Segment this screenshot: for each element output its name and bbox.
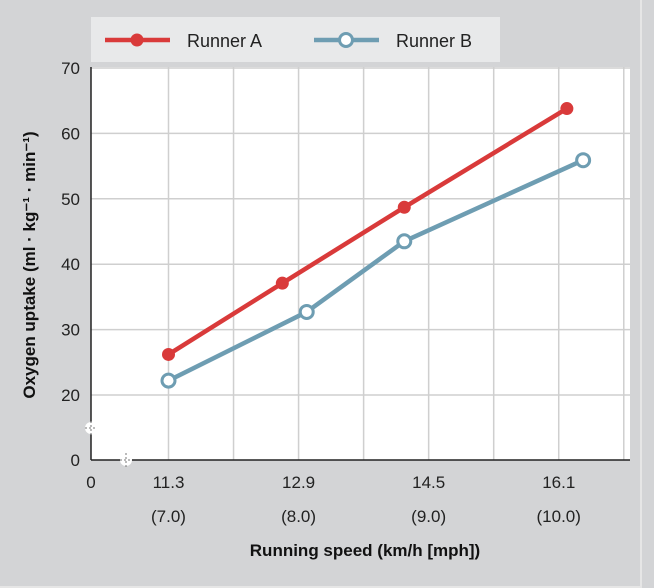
data-point bbox=[575, 152, 592, 169]
x-tick-sublabel: (9.0) bbox=[411, 507, 446, 526]
x-axis-label: Running speed (km/h [mph]) bbox=[250, 541, 480, 560]
gridlines bbox=[91, 67, 630, 460]
legend-marker bbox=[130, 33, 144, 47]
x-tick-sublabel: (7.0) bbox=[151, 507, 186, 526]
x-tick-label: 11.3 bbox=[153, 473, 185, 492]
x-tick-label: 12.9 bbox=[282, 473, 315, 492]
series-runner-a bbox=[162, 102, 574, 361]
x-tick-label: 0 bbox=[86, 473, 95, 492]
series-line bbox=[167, 106, 569, 357]
y-tick-label: 70 bbox=[61, 59, 80, 78]
x-tick-label: 14.5 bbox=[412, 473, 445, 492]
y-tick-label: 30 bbox=[61, 321, 80, 340]
legend-item: Runner A bbox=[105, 31, 262, 51]
data-point bbox=[397, 200, 411, 214]
y-tick-label: 60 bbox=[61, 124, 80, 143]
legend-marker bbox=[338, 32, 354, 48]
legend-item: Runner B bbox=[314, 31, 472, 51]
legend-label: Runner A bbox=[187, 31, 262, 51]
y-tick-label: 50 bbox=[61, 190, 80, 209]
axes bbox=[85, 67, 630, 467]
data-point bbox=[162, 347, 175, 361]
legend: Runner A Runner B bbox=[105, 31, 472, 51]
x-tick-label: 16.1 bbox=[542, 473, 575, 492]
tick-labels: 0 20 30 40 50 60 70 0 11.3 (7.0) 12.9 (8.0) 14.5 (9.0… bbox=[61, 59, 581, 526]
x-tick-sublabel: (8.0) bbox=[281, 507, 316, 526]
axis-break-icon bbox=[120, 453, 132, 467]
data-point bbox=[275, 276, 289, 290]
series-line bbox=[167, 158, 585, 383]
axis-break-icon bbox=[85, 421, 97, 435]
y-tick-label: 40 bbox=[61, 255, 80, 274]
y-tick-label: 0 bbox=[71, 451, 80, 470]
legend-label: Runner B bbox=[396, 31, 472, 51]
data-point bbox=[560, 102, 574, 116]
data-point bbox=[298, 303, 315, 320]
data-point bbox=[160, 372, 177, 389]
data-point bbox=[396, 233, 413, 250]
y-tick-label: 20 bbox=[61, 386, 80, 405]
x-tick-sublabel: (10.0) bbox=[537, 507, 581, 526]
series bbox=[160, 102, 592, 389]
y-axis-label: Oxygen uptake (ml · kg⁻¹ · min⁻¹) bbox=[20, 131, 39, 398]
series-runner-b bbox=[160, 152, 592, 389]
